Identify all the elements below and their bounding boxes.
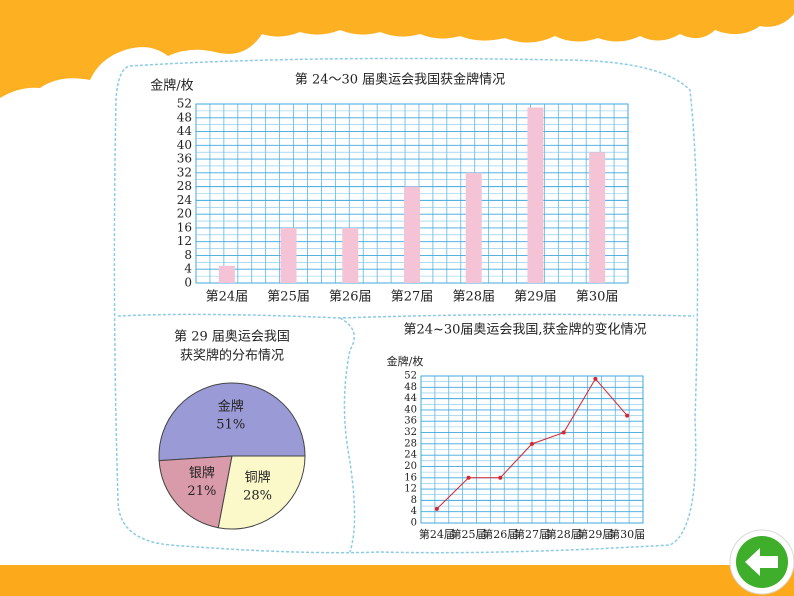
point [625, 413, 630, 418]
x-tick-label: 第27届 [391, 290, 434, 305]
y-tick-label: 52 [177, 97, 192, 111]
pie-slice [158, 455, 233, 529]
back-button[interactable] [729, 529, 794, 595]
y-tick-label: 24 [177, 193, 193, 207]
point [434, 506, 439, 511]
pie-slice [158, 382, 306, 462]
slice-value-label: 28% [243, 488, 272, 503]
bar [342, 227, 359, 283]
chart-title: 第24~30届奥运会我国,获金牌的变化情况 [403, 322, 646, 338]
bottom-bar [0, 565, 794, 596]
x-tick-label: 第26届 [329, 290, 372, 305]
y-tick-label: 44 [177, 124, 193, 138]
chart-title: 第 29 届奥运会我国 [174, 330, 290, 345]
chart-title: 第 24～30 届奥运会我国获金牌情况 [295, 72, 505, 88]
slice-label: 银牌 [189, 465, 215, 481]
pie-slice [217, 455, 306, 530]
bar [404, 186, 420, 283]
x-tick-label: 第24届 [206, 290, 249, 305]
y-tick-label: 8 [411, 495, 417, 506]
y-tick-label: 48 [177, 110, 192, 124]
y-tick-label: 32 [177, 165, 192, 179]
y-tick-label: 20 [177, 207, 192, 221]
x-tick-label: 第25届 [267, 290, 310, 305]
y-tick-label: 16 [177, 220, 192, 234]
y-tick-label: 12 [404, 484, 417, 495]
y-tick-label: 28 [404, 438, 417, 449]
y-tick-label: 36 [404, 416, 417, 427]
point [530, 441, 534, 446]
y-tick-label: 24 [404, 450, 417, 461]
x-tick-label: 第26届 [482, 527, 518, 541]
slice-value-label: 21% [187, 484, 216, 499]
y-axis-label: 金牌/枚 [150, 78, 193, 94]
bar [218, 265, 235, 283]
bar [527, 107, 544, 283]
x-tick-label: 第29届 [577, 527, 613, 541]
bar [465, 172, 482, 283]
y-tick-label: 48 [404, 382, 417, 393]
point [498, 475, 503, 480]
x-tick-label: 第30届 [576, 290, 619, 305]
panel-divider [117, 313, 695, 553]
chart-title: 获奖牌的分布情况 [180, 348, 284, 364]
x-tick-label: 第28届 [452, 290, 495, 305]
slice-label: 铜牌 [245, 469, 271, 485]
y-tick-label: 28 [177, 179, 192, 193]
y-axis-label: 金牌/枚 [387, 354, 424, 368]
y-tick-label: 4 [184, 262, 192, 276]
y-tick-label: 4 [411, 506, 417, 517]
y-tick-label: 44 [404, 393, 417, 404]
y-tick-label: 36 [177, 152, 192, 166]
x-tick-label: 第29届 [514, 290, 557, 305]
x-tick-label: 第24届 [419, 527, 455, 541]
x-tick-label: 第30届 [609, 527, 645, 541]
y-tick-label: 20 [404, 461, 417, 472]
y-tick-label: 40 [177, 138, 192, 152]
y-tick-label: 8 [184, 248, 192, 262]
y-tick-label: 0 [411, 518, 417, 529]
y-tick-label: 52 [404, 371, 417, 382]
point [593, 376, 598, 381]
panel-border [113, 57, 699, 554]
x-tick-label: 第25届 [451, 527, 487, 541]
bar [280, 227, 297, 283]
slice-label: 金牌 [218, 398, 244, 414]
y-tick-label: 40 [404, 404, 417, 415]
x-tick-label: 第28届 [546, 527, 582, 541]
point [561, 430, 566, 435]
y-tick-label: 12 [177, 234, 192, 248]
x-tick-label: 第27届 [514, 527, 550, 541]
slice-value-label: 51% [216, 417, 245, 432]
point [466, 475, 471, 480]
y-tick-label: 0 [184, 276, 192, 290]
y-tick-label: 16 [404, 472, 417, 483]
bar [589, 152, 606, 283]
back-arrow[interactable] [745, 548, 778, 576]
y-tick-label: 32 [404, 427, 417, 438]
top-decoration [0, 0, 794, 98]
